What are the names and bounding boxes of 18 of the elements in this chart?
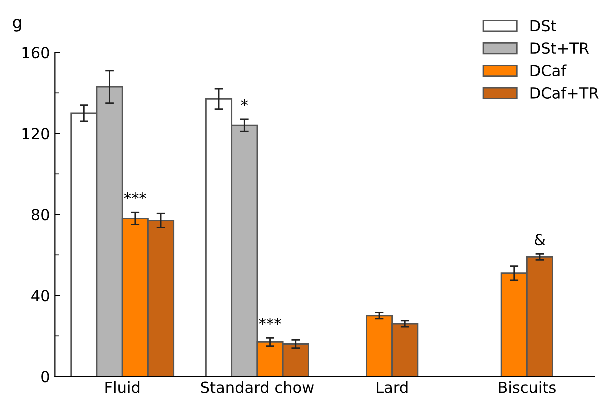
x-tick-label: Standard chow	[201, 382, 314, 394]
legend-label: DCaf+TR	[530, 87, 599, 99]
y-tick-label: 120	[22, 128, 50, 140]
x-tick-label: Fluid	[106, 382, 140, 394]
y-tick-label: 40	[32, 290, 50, 302]
annotation: *	[241, 99, 248, 106]
legend-label: DCaf	[530, 64, 567, 77]
x-tick-label: Lard	[377, 382, 408, 394]
x-tick-label: Biscuits	[499, 382, 556, 394]
legend-label: DSt+TR	[530, 42, 590, 54]
y-axis-title: g	[13, 19, 22, 32]
y-tick-label: 80	[32, 209, 50, 221]
legend-label: DSt	[530, 20, 556, 32]
annotation: ***	[124, 192, 146, 200]
y-tick-label: 0	[42, 371, 50, 383]
annotation: &	[534, 234, 546, 246]
annotation: ***	[259, 318, 282, 326]
y-tick-label: 160	[22, 47, 50, 59]
